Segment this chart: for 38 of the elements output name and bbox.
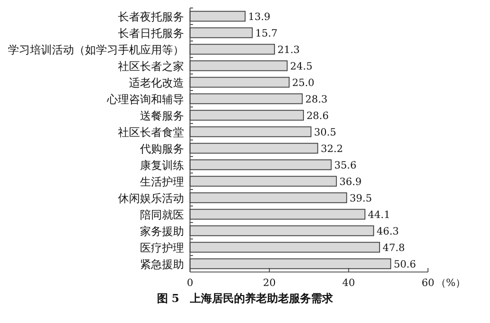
y-tick-label: 送餐服务 xyxy=(140,109,184,122)
data-label: 44.1 xyxy=(368,210,390,221)
data-label: 28.6 xyxy=(306,110,329,122)
y-tick-label: 长者夜托服务 xyxy=(118,10,184,24)
x-tick-label: 0 xyxy=(186,278,194,289)
y-tick-label: 医疗护理 xyxy=(140,241,184,254)
data-label: 46.3 xyxy=(376,226,399,238)
data-label: 47.8 xyxy=(382,242,405,254)
y-tick-label: 适老化改造 xyxy=(129,76,184,90)
x-tick-label: 20 xyxy=(262,278,276,289)
y-tick-label: 长者日托服务 xyxy=(118,26,184,40)
text: 图 5 上海居民的养老助老服务需求 xyxy=(156,292,334,305)
data-label: 32.2 xyxy=(320,144,343,155)
y-tick-label: 心理咨询和辅导 xyxy=(106,92,184,106)
y-tick-label: 康复训练 xyxy=(140,158,184,172)
y-tick-label: 生活护理 xyxy=(140,175,184,188)
data-label: 30.5 xyxy=(314,127,336,138)
data-label: 13.9 xyxy=(248,12,270,23)
data-label: 35.6 xyxy=(334,160,356,172)
y-tick-label: 学习培训活动（如学习手机应用等） xyxy=(8,43,184,56)
y-tick-label: 代购服务 xyxy=(139,142,184,156)
y-tick-label: 社区长者之家 xyxy=(118,60,184,73)
data-label: 39.5 xyxy=(350,193,372,204)
data-label: 50.6 xyxy=(394,259,416,270)
y-tick-label: 家务援助 xyxy=(140,224,184,238)
data-label: 25.0 xyxy=(292,78,314,89)
y-tick-label: 社区长者食堂 xyxy=(118,126,184,139)
y-tick-label: 休闲娱乐活动 xyxy=(118,192,184,205)
data-label: 24.5 xyxy=(290,61,312,72)
data-label: 36.9 xyxy=(339,176,362,188)
data-label: 15.7 xyxy=(255,28,278,40)
data-label: 21.3 xyxy=(277,44,300,56)
x-axis-title: （%） xyxy=(436,278,466,289)
y-tick-label: 紧急援助 xyxy=(140,258,184,271)
data-label: 28.3 xyxy=(305,94,328,106)
x-tick-label: 60 xyxy=(422,278,434,289)
x-tick-label: 40 xyxy=(342,278,356,289)
y-tick-label: 陪同就医 xyxy=(140,208,184,222)
